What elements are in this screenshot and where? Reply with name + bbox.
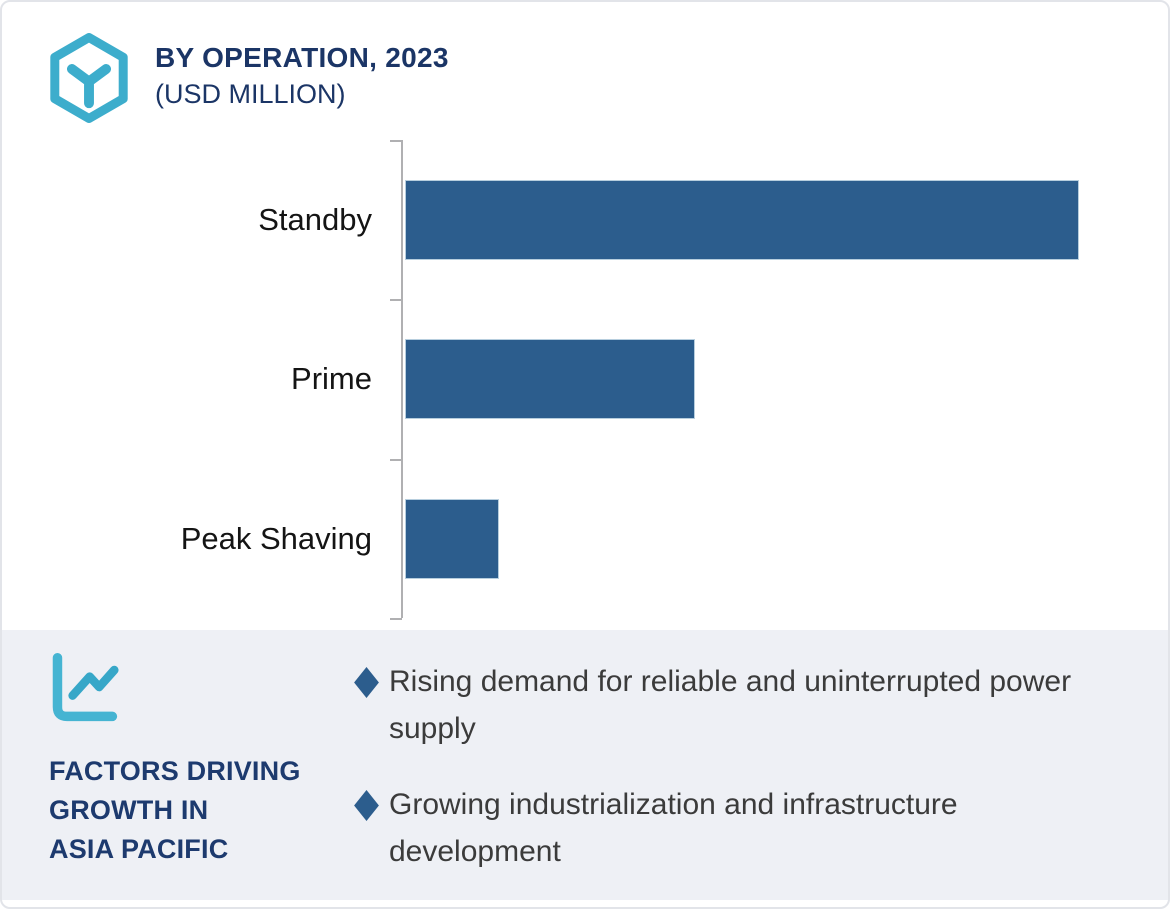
hexagon-y-logo-icon	[50, 33, 128, 123]
axis-tick	[390, 618, 402, 620]
line-chart-icon	[52, 652, 119, 722]
axis-tick	[390, 459, 402, 461]
chart-subtitle: (USD MILLION)	[155, 79, 346, 109]
y-axis-line	[401, 140, 403, 618]
factor-bullet: Rising demand for reliable and uninterru…	[354, 658, 1084, 752]
diamond-bullet-icon	[354, 790, 379, 821]
category-label-standby: Standby	[258, 202, 372, 237]
bar-peak-shaving	[405, 499, 499, 579]
bar-standby	[405, 180, 1079, 260]
factor-bullet-text: Rising demand for reliable and uninterru…	[389, 665, 1072, 745]
bar-prime	[405, 339, 695, 419]
axis-tick	[390, 140, 402, 142]
axis-tick	[390, 299, 402, 301]
chart-title-block: BY OPERATION, 2023 (USD MILLION)	[155, 42, 449, 110]
factor-bullet-text: Growing industrialization and infrastruc…	[389, 788, 958, 868]
factors-panel	[2, 630, 1168, 900]
factor-bullet: Growing industrialization and infrastruc…	[354, 781, 1084, 875]
factors-bullets: Rising demand for reliable and uninterru…	[354, 658, 1084, 904]
diamond-bullet-icon	[354, 667, 379, 698]
factors-heading: FACTORS DRIVING GROWTH IN ASIA PACIFIC	[49, 756, 301, 864]
category-label-peak-shaving: Peak Shaving	[180, 521, 372, 556]
category-label-prime: Prime	[291, 361, 372, 396]
chart-title: BY OPERATION, 2023	[155, 42, 449, 73]
